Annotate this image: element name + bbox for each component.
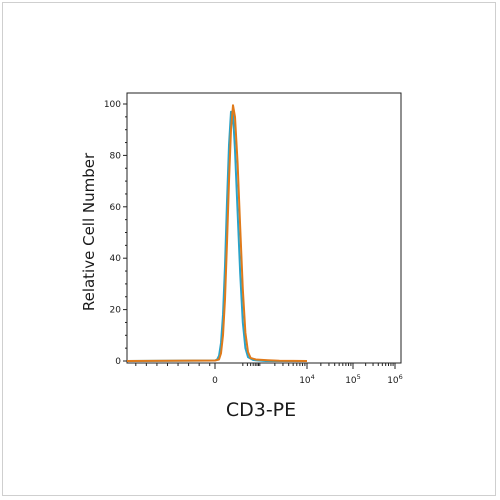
y-tick-label: 80: [110, 151, 122, 161]
histogram-series-line: [126, 104, 308, 362]
axes-layer: 0 20 40 60 80 100 0 104 105 106: [104, 100, 403, 386]
series-layer: [126, 104, 308, 362]
y-tick-label: 0: [115, 357, 121, 367]
y-tick-label: 60: [110, 203, 122, 213]
x-tick-label: 104: [299, 373, 315, 386]
histogram-chart: 0 20 40 60 80 100 0 104 105 106 Relative Cell Num…: [80, 92, 403, 421]
plot-area: [126, 92, 402, 364]
figure-frame: 0 20 40 60 80 100 0 104 105 106 Relative Cell Num…: [2, 2, 496, 496]
y-tick-label: 20: [110, 306, 122, 316]
x-tick-label: 0: [212, 376, 218, 386]
x-tick-label: 106: [387, 373, 403, 386]
histogram-series-line: [126, 110, 307, 362]
y-axis-label: Relative Cell Number: [80, 152, 98, 311]
plot-border: [126, 92, 402, 364]
x-tick-label: 105: [345, 373, 361, 386]
y-tick-label: 100: [104, 100, 121, 110]
y-tick-label: 40: [110, 254, 122, 264]
x-axis-label: CD3-PE: [226, 399, 296, 421]
